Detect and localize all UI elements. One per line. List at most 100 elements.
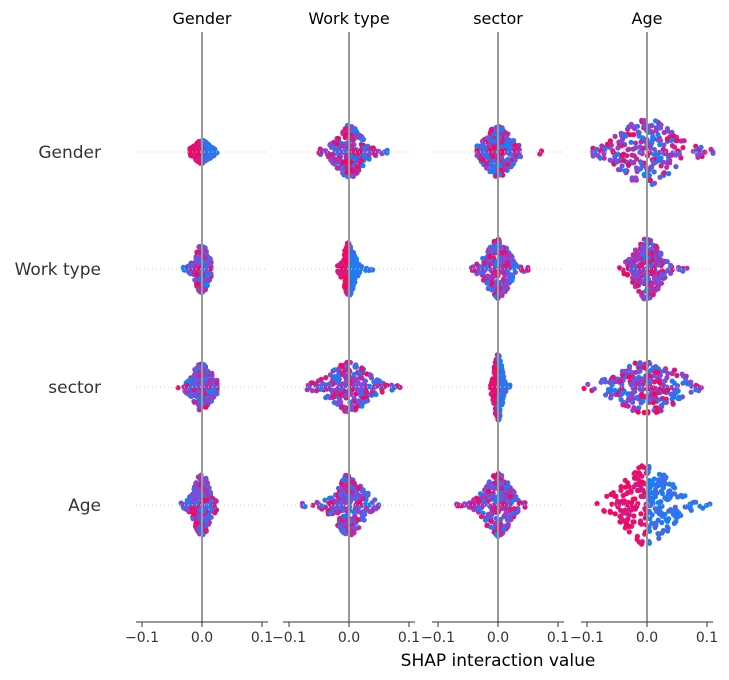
dot: [480, 502, 487, 508]
dot: [455, 502, 461, 508]
dot: [503, 381, 509, 387]
dot: [507, 487, 513, 494]
dot: [659, 395, 665, 401]
dot: [671, 133, 677, 139]
dot: [363, 389, 370, 395]
dot: [484, 165, 490, 171]
dot: [501, 258, 507, 264]
dot: [603, 392, 609, 398]
dot: [679, 371, 685, 377]
dot: [664, 164, 670, 170]
dot: [196, 516, 203, 522]
swarm-age-work-type: [299, 472, 382, 538]
dot: [366, 502, 372, 508]
dot: [646, 150, 653, 156]
dot: [635, 473, 641, 479]
dot: [195, 511, 201, 518]
dot: [373, 148, 379, 154]
dot: [491, 393, 497, 399]
dot: [188, 151, 194, 157]
dot: [505, 268, 511, 274]
dot: [333, 509, 339, 515]
dot: [634, 380, 640, 386]
dot: [652, 279, 658, 286]
dot: [194, 272, 200, 278]
dot: [679, 494, 686, 500]
dot: [196, 244, 202, 250]
dot: [369, 390, 375, 396]
dot: [323, 375, 329, 381]
x-axis-label: SHAP interaction value: [401, 651, 596, 671]
dot: [616, 265, 623, 271]
dot: [491, 525, 497, 531]
dot: [336, 366, 342, 372]
dot: [206, 147, 212, 153]
dot: [622, 168, 628, 174]
dot: [501, 526, 507, 532]
dot: [657, 137, 664, 144]
dot: [203, 504, 209, 510]
dot: [336, 270, 342, 276]
dot: [661, 472, 667, 478]
dot: [675, 395, 681, 402]
dot: [635, 274, 641, 280]
dot: [647, 177, 654, 183]
dot: [480, 255, 486, 261]
dot: [647, 373, 653, 379]
dot: [655, 256, 662, 262]
dot: [659, 530, 665, 536]
dot: [503, 484, 509, 490]
dot: [658, 476, 665, 482]
dots-layer: [175, 117, 716, 547]
dot: [621, 157, 627, 164]
dot: [627, 132, 633, 138]
dot: [678, 138, 684, 144]
dot: [503, 285, 510, 291]
dot: [499, 250, 505, 256]
dot: [343, 379, 349, 385]
dot: [492, 480, 498, 486]
dot: [657, 174, 663, 180]
dot: [663, 516, 669, 523]
dot: [339, 143, 345, 149]
dot: [646, 172, 653, 178]
dot: [649, 480, 655, 486]
dot: [353, 364, 359, 370]
dot: [647, 397, 653, 403]
dot: [615, 167, 622, 173]
dot: [614, 159, 620, 165]
dot: [630, 399, 636, 405]
dot: [638, 518, 644, 524]
dot: [490, 387, 496, 393]
dot: [192, 377, 198, 383]
dot: [334, 150, 340, 156]
dot: [365, 507, 371, 513]
dot: [192, 144, 198, 151]
dot: [477, 491, 484, 497]
dot: [318, 376, 324, 382]
dot: [197, 526, 203, 532]
dot: [479, 138, 486, 145]
dot: [515, 505, 521, 512]
dot: [632, 124, 638, 130]
dot: [522, 500, 528, 506]
dot: [384, 382, 390, 388]
dot: [638, 485, 644, 491]
dot: [636, 465, 642, 471]
dot: [512, 269, 519, 275]
dot: [670, 400, 676, 406]
dot: [309, 380, 315, 386]
dot: [648, 128, 654, 134]
dot: [353, 257, 359, 263]
dot: [341, 129, 347, 135]
dot: [680, 380, 686, 386]
dot: [196, 287, 202, 293]
dot: [508, 493, 514, 499]
dot: [379, 389, 385, 395]
dot: [661, 129, 667, 136]
dot: [207, 271, 213, 277]
dot: [499, 292, 505, 298]
dot: [638, 160, 644, 166]
dot: [476, 505, 482, 511]
